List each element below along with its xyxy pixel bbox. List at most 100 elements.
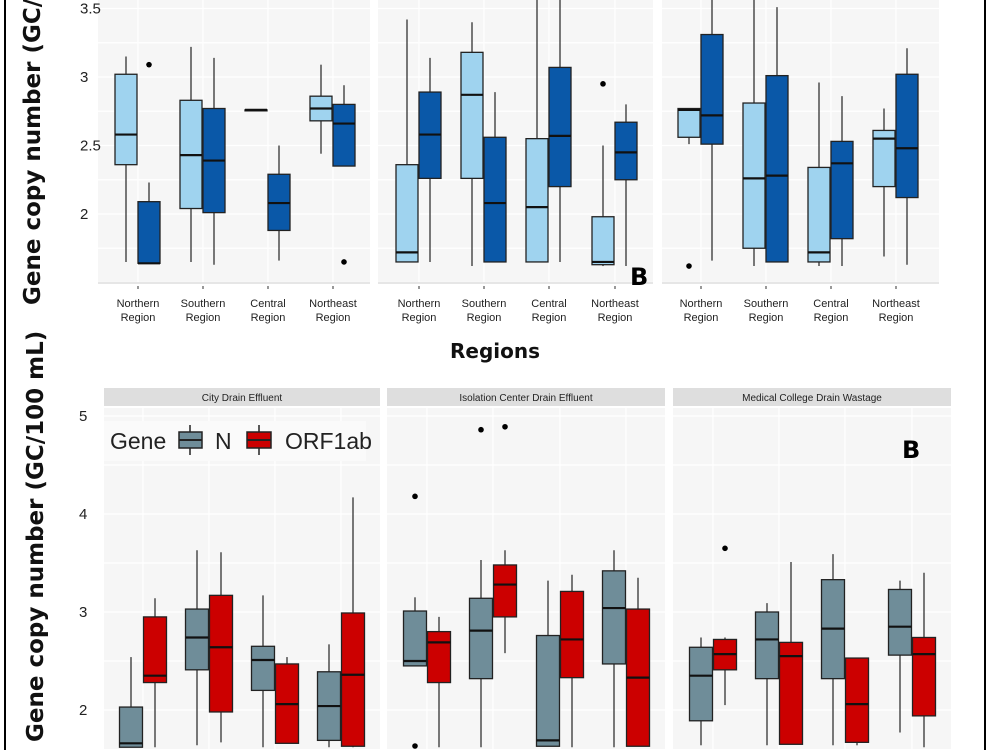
- box-series-0: [742, 0, 766, 267]
- box-body: [492, 564, 518, 618]
- box-series-0: [677, 107, 701, 145]
- facet-strip: [673, 388, 951, 406]
- chart-bottom: City Drain Effluent Isolation Center Drai…: [79, 388, 951, 749]
- box-series-0: [395, 19, 419, 263]
- box-series-1: [137, 182, 161, 265]
- x-tick-label: Southern Region: [462, 298, 507, 324]
- box-body: [688, 646, 714, 722]
- box-series-1: [418, 57, 442, 262]
- box-body: [114, 73, 138, 166]
- x-tick-label: Northern Region: [680, 298, 723, 324]
- outlier-point: [412, 493, 418, 500]
- box-body: [332, 103, 356, 167]
- x-tick-label: Central Region: [813, 298, 848, 324]
- box-series-1: [700, 0, 724, 261]
- box-body: [614, 121, 638, 181]
- box-body: [137, 201, 161, 264]
- box-n: [887, 580, 913, 733]
- box-series-0: [872, 108, 896, 257]
- legend-key-n: [178, 425, 203, 455]
- box-body: [844, 657, 870, 743]
- box-n: [688, 637, 714, 746]
- y-tick-label: 5: [79, 408, 87, 425]
- box-orf1ab: [625, 577, 651, 747]
- box-body: [535, 634, 561, 747]
- box-series-0: [591, 145, 615, 267]
- box-orf1ab: [911, 572, 937, 748]
- bottom-y-axis-label: Gene copy number (GC/100 mL): [23, 331, 49, 742]
- box-body: [911, 636, 937, 717]
- box-series-1: [830, 96, 854, 267]
- box-n: [118, 657, 144, 748]
- box-body: [402, 610, 428, 667]
- facet-title: Isolation Center Drain Effluent: [459, 393, 592, 404]
- box-n: [250, 595, 276, 748]
- legend-label-n: N: [215, 428, 232, 454]
- x-tick-label: Northern Region: [398, 298, 441, 324]
- box-n: [184, 550, 210, 746]
- box-orf1ab: [274, 657, 300, 744]
- facet-strip: [104, 388, 380, 406]
- legend-background: [104, 421, 366, 461]
- outlier-point: [341, 259, 347, 265]
- box-orf1ab: [492, 550, 518, 654]
- box-n: [535, 580, 561, 747]
- box-body: [118, 706, 144, 748]
- box-body: [483, 136, 507, 263]
- box-series-1: [548, 0, 572, 262]
- box-orf1ab: [142, 598, 168, 748]
- box-series-0: [525, 0, 549, 263]
- box-body: [887, 588, 913, 656]
- box-body: [677, 107, 701, 138]
- box-series-1: [267, 145, 291, 261]
- box-body: [460, 51, 484, 180]
- y-tick-label: 2: [80, 206, 88, 223]
- x-tick-label: Southern Region: [744, 298, 789, 324]
- x-tick-label: Central Region: [250, 298, 285, 324]
- legend-key-orf1ab: [246, 425, 272, 455]
- box-series-1: [895, 48, 919, 265]
- top-panel-annotation: B: [630, 263, 648, 291]
- box-body: [468, 597, 494, 680]
- box-body: [340, 612, 366, 747]
- top-x-axis-label: Regions: [450, 339, 540, 363]
- x-tick-label: Central Region: [531, 298, 566, 324]
- box-body: [142, 616, 168, 684]
- outlier-point: [722, 545, 728, 552]
- box-series-0: [114, 56, 138, 262]
- box-orf1ab: [712, 637, 738, 706]
- box-series-0: [309, 64, 333, 154]
- box-body: [754, 611, 780, 680]
- box-body: [525, 137, 549, 263]
- outlier-point: [600, 81, 606, 87]
- box-n: [601, 550, 627, 748]
- facet-strip: [387, 388, 665, 406]
- box-n: [402, 597, 428, 667]
- y-tick-label: 4: [79, 506, 87, 523]
- box-n: [316, 644, 342, 748]
- box-body: [700, 33, 724, 145]
- box-orf1ab: [778, 562, 804, 745]
- box-series-1: [483, 92, 507, 263]
- box-body: [250, 645, 276, 692]
- outlier-point: [686, 263, 692, 269]
- box-body: [778, 641, 804, 745]
- box-body: [208, 594, 234, 713]
- box-body: [742, 102, 766, 249]
- box-body: [591, 216, 615, 266]
- box-series-1: [202, 57, 226, 265]
- box-body: [872, 129, 896, 188]
- box-series-1: [614, 104, 638, 267]
- y-tick-label: 2: [79, 702, 87, 719]
- outlier-point: [412, 743, 418, 749]
- legend: Gene N ORF1ab: [104, 421, 372, 461]
- box-series-1: [765, 7, 789, 263]
- box-body: [830, 140, 854, 240]
- legend-label-orf1ab: ORF1ab: [285, 428, 372, 454]
- outlier-point: [478, 426, 484, 433]
- box-body: [548, 66, 572, 188]
- box-series-0: [179, 46, 203, 262]
- box-n: [754, 603, 780, 746]
- y-tick-label: 3: [80, 69, 88, 86]
